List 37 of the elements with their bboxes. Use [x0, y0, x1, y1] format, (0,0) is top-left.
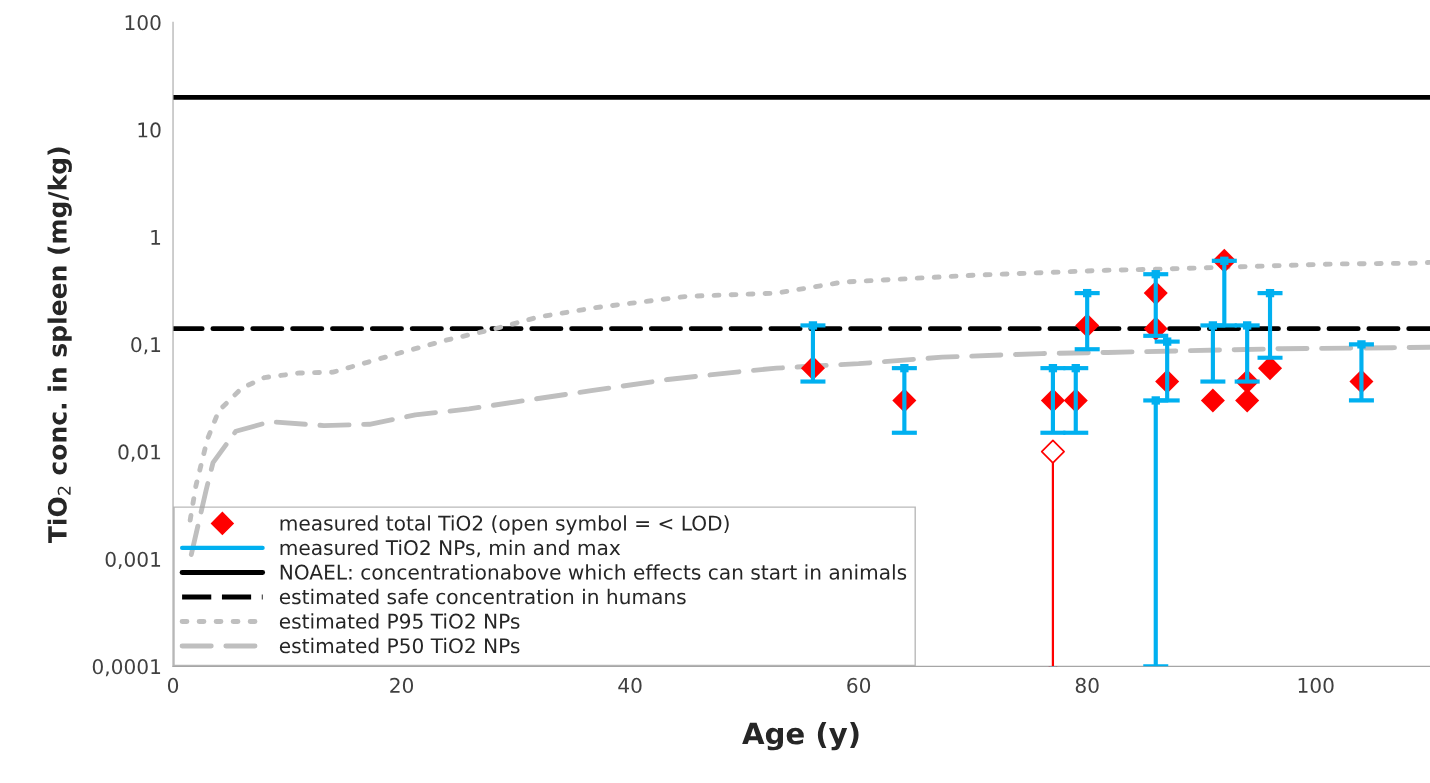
- legend-label: NOAEL: concentrationabove which effects can start in animals: [280, 564, 907, 580]
- point: [1048, 363, 1058, 373]
- point: [1040, 439, 1065, 464]
- x-axis-title: Age (y): [742, 721, 859, 751]
- point: [900, 363, 909, 373]
- x-tick-label: 80: [1075, 677, 1099, 694]
- legend-label: estimated safe concentration in humans: [279, 588, 686, 605]
- y-tick-label: 100: [125, 15, 161, 31]
- y-tick-label: 10: [138, 122, 161, 138]
- point: [1200, 388, 1225, 413]
- legend-label: estimated P95 TiO2 NPs: [279, 613, 520, 629]
- point: [1357, 340, 1366, 349]
- y-axis-title: TiO$_{2}$ conc. in spleen (mg/kg): [47, 147, 72, 544]
- point: [1163, 337, 1172, 346]
- point: [1243, 321, 1252, 330]
- legend-label: measured TiO2 NPs, min and max: [280, 539, 621, 558]
- legend-label: estimated P50 TiO2 NPs: [279, 637, 520, 654]
- point: [1151, 270, 1160, 279]
- point: [1208, 321, 1218, 330]
- point: [1083, 288, 1092, 298]
- y-tick-label: 0,0001: [92, 659, 161, 677]
- x-tick-label: 20: [390, 677, 414, 694]
- legend-label: measured total TiO2 (open symbol = < LOD): [280, 515, 729, 535]
- point: [1265, 288, 1275, 298]
- x-tick-label: 60: [847, 677, 871, 694]
- y-tick-label: 0,01: [118, 444, 161, 462]
- x-tick-label: 40: [618, 677, 642, 694]
- x-tick-label: 0: [167, 677, 179, 694]
- point: [1071, 363, 1080, 373]
- y-tick-label: 0,1: [131, 337, 161, 355]
- point: [808, 321, 818, 330]
- x-tick-label: 100: [1298, 677, 1334, 694]
- y-tick-label: 0,001: [105, 551, 161, 569]
- point: [1151, 396, 1160, 405]
- line-series: [188, 344, 1430, 557]
- point: [1235, 388, 1260, 413]
- y-tick-label: 1: [151, 229, 161, 245]
